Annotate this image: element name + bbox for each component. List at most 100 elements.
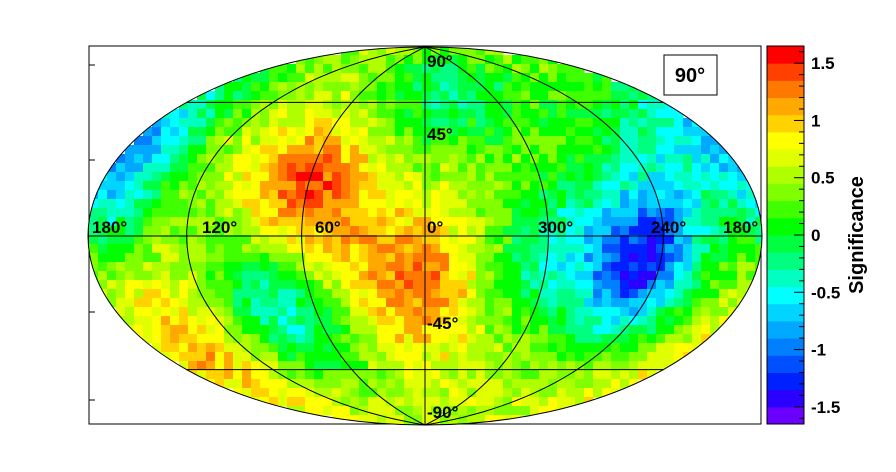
heatmap-cell — [404, 199, 414, 209]
heatmap-cell — [215, 154, 225, 164]
heatmap-cell — [485, 145, 495, 155]
heatmap-cell — [467, 64, 477, 74]
heatmap-cell — [269, 190, 279, 200]
heatmap-cell — [305, 334, 315, 344]
heatmap-cell — [215, 343, 225, 353]
heatmap-cell — [710, 172, 720, 182]
heatmap-cell — [395, 127, 405, 137]
heatmap-cell — [494, 361, 504, 371]
heatmap-cell — [413, 352, 423, 362]
heatmap-cell — [440, 280, 450, 290]
heatmap-cell — [377, 370, 387, 380]
heatmap-cell — [431, 271, 441, 281]
heatmap-cell — [656, 253, 666, 263]
heatmap-cell — [296, 91, 306, 101]
heatmap-cell — [530, 55, 540, 65]
heatmap-cell — [719, 235, 729, 245]
heatmap-cell — [413, 343, 423, 353]
heatmap-cell — [539, 226, 549, 236]
chart-title: 90° — [675, 65, 705, 87]
heatmap-cell — [278, 217, 288, 227]
colorbar-label: Significance — [846, 176, 868, 294]
heatmap-cell — [575, 226, 585, 236]
heatmap-cell — [206, 172, 216, 182]
heatmap-cell — [440, 163, 450, 173]
heatmap-cell — [575, 388, 585, 398]
heatmap-cell — [206, 136, 216, 146]
heatmap-cell — [269, 127, 279, 137]
heatmap-cell — [458, 163, 468, 173]
heatmap-cell — [476, 307, 486, 317]
heatmap-cell — [233, 91, 243, 101]
heatmap-cell — [242, 253, 252, 263]
heatmap-cell — [170, 109, 180, 119]
heatmap-cell — [143, 325, 153, 335]
heatmap-cell — [539, 343, 549, 353]
heatmap-cell — [422, 64, 432, 74]
heatmap-cell — [584, 388, 594, 398]
heatmap-cell — [701, 307, 711, 317]
heatmap-cell — [746, 226, 756, 236]
heatmap-cell — [206, 352, 216, 362]
heatmap-cell — [413, 136, 423, 146]
heatmap-cell — [314, 226, 324, 236]
heatmap-cell — [386, 47, 396, 56]
heatmap-cell — [152, 289, 162, 299]
heatmap-cell — [422, 244, 432, 254]
heatmap-cell — [665, 253, 675, 263]
heatmap-cell — [710, 253, 720, 263]
heatmap-cell — [413, 307, 423, 317]
heatmap-cell — [656, 136, 666, 146]
heatmap-cell — [656, 316, 666, 326]
heatmap-cell — [503, 244, 513, 254]
heatmap-cell — [431, 379, 441, 389]
heatmap-cell — [467, 226, 477, 236]
heatmap-cell — [521, 307, 531, 317]
heatmap-cell — [521, 244, 531, 254]
heatmap-cell — [242, 307, 252, 317]
heatmap-cell — [314, 343, 324, 353]
heatmap-cell — [143, 136, 153, 146]
heatmap-cell — [368, 325, 378, 335]
heatmap-cell — [665, 217, 675, 227]
heatmap-cell — [305, 307, 315, 317]
heatmap-cell — [296, 334, 306, 344]
heatmap-cell — [152, 280, 162, 290]
heatmap-cell — [584, 280, 594, 290]
heatmap-cell — [593, 190, 603, 200]
heatmap-cell — [674, 352, 684, 362]
heatmap-cell — [665, 307, 675, 317]
heatmap-cell — [656, 244, 666, 254]
heatmap-cell — [377, 316, 387, 326]
heatmap-cell — [179, 298, 189, 308]
heatmap-cell — [350, 181, 360, 191]
heatmap-cell — [350, 82, 360, 92]
heatmap-cell — [512, 352, 522, 362]
heatmap-cell — [728, 262, 738, 272]
heatmap-cell — [404, 64, 414, 74]
heatmap-cell — [431, 208, 441, 218]
heatmap-cell — [503, 235, 513, 245]
colorbar-swatch — [767, 338, 804, 356]
heatmap-cell — [593, 325, 603, 335]
heatmap-cell — [710, 136, 720, 146]
colorbar-tick-label: 1.5 — [811, 54, 835, 73]
heatmap-cell — [557, 325, 567, 335]
heatmap-cell — [377, 226, 387, 236]
heatmap-cell — [260, 280, 270, 290]
heatmap-cell — [188, 298, 198, 308]
heatmap-cell — [332, 226, 342, 236]
heatmap-cell — [548, 64, 558, 74]
heatmap-cell — [368, 352, 378, 362]
heatmap-cell — [215, 325, 225, 335]
heatmap-cell — [566, 388, 576, 398]
heatmap-cell — [566, 298, 576, 308]
heatmap-cell — [314, 118, 324, 128]
heatmap-cell — [359, 298, 369, 308]
heatmap-cell — [494, 118, 504, 128]
heatmap-cell — [719, 154, 729, 164]
heatmap-cell — [674, 208, 684, 218]
heatmap-cell — [485, 253, 495, 263]
heatmap-cell — [485, 325, 495, 335]
heatmap-cell — [350, 325, 360, 335]
